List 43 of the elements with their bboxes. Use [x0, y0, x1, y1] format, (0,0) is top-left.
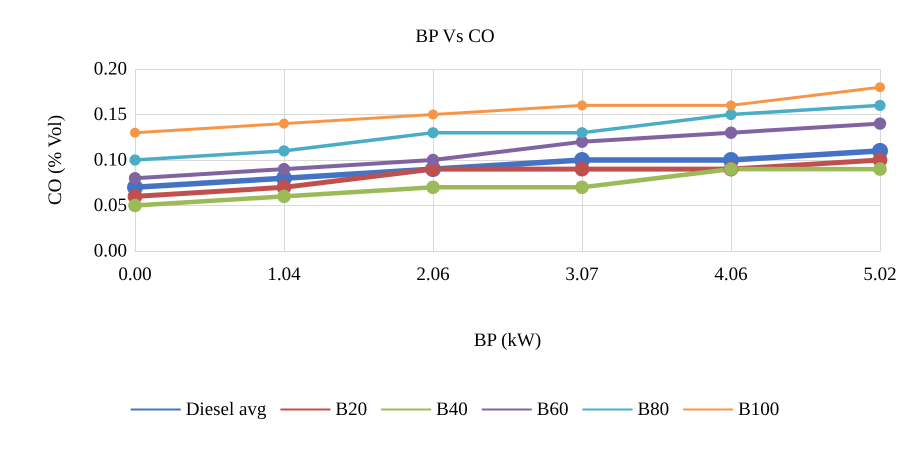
x-tick-label: 2.06 [416, 264, 450, 285]
point [576, 127, 588, 138]
chart-title: BP Vs CO [415, 26, 495, 47]
x-tick-label: 3.07 [565, 264, 599, 285]
point [875, 82, 885, 92]
point [279, 118, 289, 129]
point [427, 127, 439, 138]
legend-label: B20 [335, 399, 368, 420]
legend-label: B60 [536, 399, 568, 420]
legend-label: B40 [436, 399, 468, 420]
point [278, 145, 290, 156]
x-tick-label: 4.06 [714, 264, 748, 285]
point [426, 154, 440, 166]
point [577, 100, 587, 110]
x-tick-label: 1.04 [267, 264, 302, 285]
point [129, 154, 141, 166]
point [130, 128, 140, 138]
point [128, 172, 142, 184]
point [278, 162, 290, 176]
legend-label: B80 [637, 399, 670, 420]
y-tick-label: 0.05 [94, 195, 127, 216]
point [575, 180, 589, 194]
point [574, 162, 590, 176]
y-tick-label: 0.10 [94, 150, 127, 170]
point [873, 162, 887, 176]
x-tick-label: 5.02 [863, 264, 897, 285]
legend-label: Diesel avg [186, 399, 267, 420]
y-tick-label: 0.00 [94, 240, 127, 262]
point [277, 190, 291, 204]
point [874, 117, 886, 130]
x-tick-label: 0.00 [118, 264, 152, 285]
x-axis-title: BP (kW) [474, 330, 542, 351]
point [724, 126, 738, 139]
point [128, 198, 142, 212]
point [428, 110, 438, 120]
point [726, 100, 736, 110]
point [426, 180, 440, 194]
y-tick-label: 0.20 [94, 58, 127, 80]
y-tick-label: 0.15 [94, 104, 127, 125]
y-axis-title: CO (% Vol) [45, 114, 66, 206]
point [874, 100, 886, 111]
legend-label: B100 [738, 399, 780, 420]
point [725, 108, 737, 120]
